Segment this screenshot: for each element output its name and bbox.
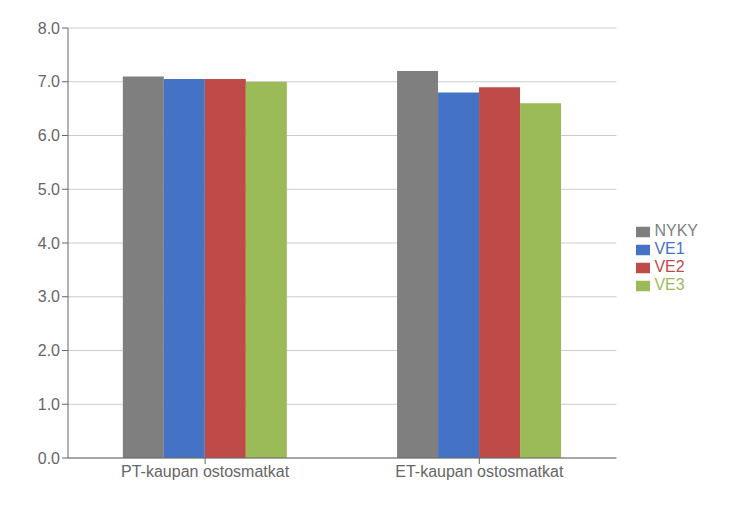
html-text:NYKY: NYKY: [654, 222, 698, 239]
svg-text:5.0: 5.0: [38, 181, 60, 198]
html-text:VE2: VE2: [654, 258, 685, 275]
svg-text:1.0: 1.0: [38, 396, 60, 413]
html-text:VE1: VE1: [654, 240, 685, 257]
svg-text:0.0: 0.0: [38, 450, 60, 467]
svg-text:PT-kaupan ostosmatkat: PT-kaupan ostosmatkat: [121, 463, 290, 480]
svg-text:4.0: 4.0: [38, 235, 60, 252]
svg-text:ET-kaupan ostosmatkat: ET-kaupan ostosmatkat: [395, 463, 564, 480]
svg-text:3.0: 3.0: [38, 288, 60, 305]
svg-text:7.0: 7.0: [38, 73, 60, 90]
svg-text:2.0: 2.0: [38, 342, 60, 359]
html-text:VE3: VE3: [654, 276, 685, 293]
svg-text:8.0: 8.0: [38, 20, 60, 37]
svg-text:6.0: 6.0: [38, 127, 60, 144]
